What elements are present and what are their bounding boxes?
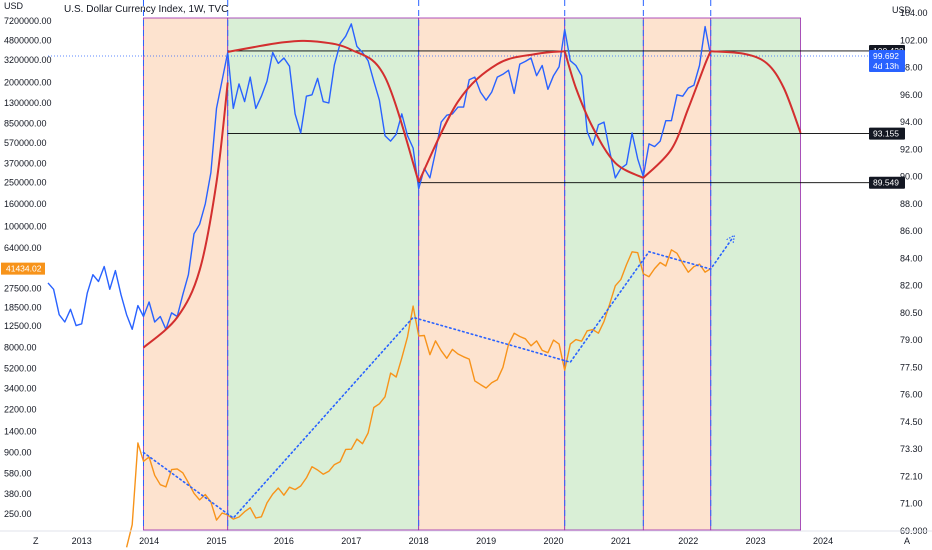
btc-line[interactable] bbox=[125, 249, 712, 548]
left-tick-label: 3400.00 bbox=[4, 384, 37, 394]
right-tick-label: 76.00 bbox=[900, 390, 923, 400]
dxy-countdown-label: 4d 13h bbox=[873, 61, 899, 71]
left-tick-label: 12500.00 bbox=[4, 321, 42, 331]
right-tick-label: 80.50 bbox=[900, 308, 923, 318]
cycle-curve-6[interactable] bbox=[710, 50, 802, 134]
left-tick-label: 1400.00 bbox=[4, 426, 37, 436]
x-tick-label: 2019 bbox=[476, 536, 496, 546]
price-series bbox=[47, 23, 712, 548]
x-tick-label: 2021 bbox=[611, 536, 631, 546]
trend-lines bbox=[142, 237, 734, 520]
right-tick-label: 96.00 bbox=[900, 90, 923, 100]
right-tick-label: 92.00 bbox=[900, 144, 923, 154]
x-tick-label: 2022 bbox=[678, 536, 698, 546]
right-tick-label: 77.50 bbox=[900, 362, 923, 372]
left-axis: 7200000.00 4800000.00 3200000.00 2000000.00… bbox=[1, 16, 52, 519]
right-tick-label: 82.00 bbox=[900, 281, 923, 291]
left-tick-label: 4800000.00 bbox=[4, 35, 52, 45]
right-tick-label: 90.00 bbox=[900, 172, 923, 182]
x-tick-label: 2023 bbox=[746, 536, 766, 546]
right-tick-label: 71.00 bbox=[900, 499, 923, 509]
cycle-zones bbox=[143, 17, 802, 531]
left-tick-label: 900.00 bbox=[4, 447, 32, 457]
left-tick-label: 2200.00 bbox=[4, 405, 37, 415]
zone-4 bbox=[564, 17, 644, 531]
x-tick-label: 2024 bbox=[813, 536, 833, 546]
right-tick-label: 88.00 bbox=[900, 199, 923, 209]
left-axis-unit: USD bbox=[4, 1, 24, 11]
left-tick-label: 250000.00 bbox=[4, 177, 47, 187]
right-tick-label: 84.00 bbox=[900, 253, 923, 263]
level-tag-label-3: 89.549 bbox=[873, 178, 899, 188]
cycle-curve-4[interactable] bbox=[563, 50, 644, 179]
dxy-price-tag-label: 99.692 bbox=[873, 51, 899, 61]
left-tick-label: 5200.00 bbox=[4, 363, 37, 373]
left-tick-label: 250.00 bbox=[4, 509, 32, 519]
zone-3 bbox=[418, 17, 566, 531]
x-axis[interactable]: 2013 2014 2015 2016 2017 2018 2019 2020 2021 2022… bbox=[0, 530, 932, 546]
x-tick-label: 2013 bbox=[72, 536, 92, 546]
left-tick-label: 8000.00 bbox=[4, 343, 37, 353]
zone-5 bbox=[642, 17, 712, 531]
timezone-z-icon[interactable]: Z bbox=[33, 536, 39, 546]
x-tick-label: 2018 bbox=[409, 536, 429, 546]
cycle-curves bbox=[142, 39, 802, 349]
btc-price-tag bbox=[1, 262, 45, 275]
trend-line-1[interactable] bbox=[142, 237, 734, 520]
cycle-curve-1[interactable] bbox=[142, 82, 229, 349]
zone-6 bbox=[710, 17, 802, 531]
left-tick-label: 370000.00 bbox=[4, 159, 47, 169]
left-tick-label: 580.00 bbox=[4, 469, 32, 479]
left-tick-label: 850000.00 bbox=[4, 119, 47, 129]
left-tick-label: 7200000.00 bbox=[4, 16, 52, 26]
x-tick-label: 2017 bbox=[341, 536, 361, 546]
dxy-line[interactable] bbox=[47, 23, 712, 330]
level-tag-label-2: 93.155 bbox=[873, 129, 899, 139]
cycle-curve-2[interactable] bbox=[227, 39, 420, 183]
auto-scale-a-icon[interactable]: A bbox=[904, 536, 910, 546]
right-tick-label: 102.00 bbox=[900, 35, 928, 45]
zone-2 bbox=[227, 17, 420, 531]
x-tick-label: 2020 bbox=[543, 536, 563, 546]
chart-title: U.S. Dollar Currency Index, 1W, TVC bbox=[64, 4, 228, 15]
left-tick-label: 380.00 bbox=[4, 489, 32, 499]
left-tick-label: 570000.00 bbox=[4, 138, 47, 148]
right-axis-unit: USD bbox=[892, 5, 912, 15]
left-tick-label: 100000.00 bbox=[4, 221, 47, 231]
right-tick-label: 79.00 bbox=[900, 335, 923, 345]
zone-1 bbox=[143, 17, 229, 531]
btc-price-tag-label: 41434.02 bbox=[6, 264, 42, 274]
right-tick-label: 104.00 bbox=[900, 8, 928, 18]
dxy-price-tag bbox=[869, 49, 905, 72]
level-tag-3 bbox=[869, 176, 905, 189]
right-tick-label: 74.50 bbox=[900, 417, 923, 427]
left-tick-label: 2000000.00 bbox=[4, 78, 52, 88]
left-tick-label: 27500.00 bbox=[4, 283, 42, 293]
x-tick-label: 2015 bbox=[206, 536, 226, 546]
right-tick-label: 86.00 bbox=[900, 226, 923, 236]
left-tick-label: 3200000.00 bbox=[4, 55, 52, 65]
cycle-curve-3[interactable] bbox=[417, 50, 565, 183]
right-tick-label: 73.30 bbox=[900, 444, 923, 454]
left-tick-label: 64000.00 bbox=[4, 243, 42, 253]
right-tick-label: 98.00 bbox=[900, 63, 923, 73]
left-tick-label: 18500.00 bbox=[4, 302, 42, 312]
x-tick-label: 2016 bbox=[274, 536, 294, 546]
cycle-curve-5[interactable] bbox=[642, 50, 712, 179]
left-tick-label: 1300000.00 bbox=[4, 98, 52, 108]
left-tick-label: 160000.00 bbox=[4, 199, 47, 209]
right-tick-label: 72.10 bbox=[900, 471, 923, 481]
right-tick-label: 94.00 bbox=[900, 117, 923, 127]
x-tick-label: 2014 bbox=[139, 536, 159, 546]
cycle-lines bbox=[142, 0, 712, 530]
level-tag-2 bbox=[869, 127, 905, 140]
